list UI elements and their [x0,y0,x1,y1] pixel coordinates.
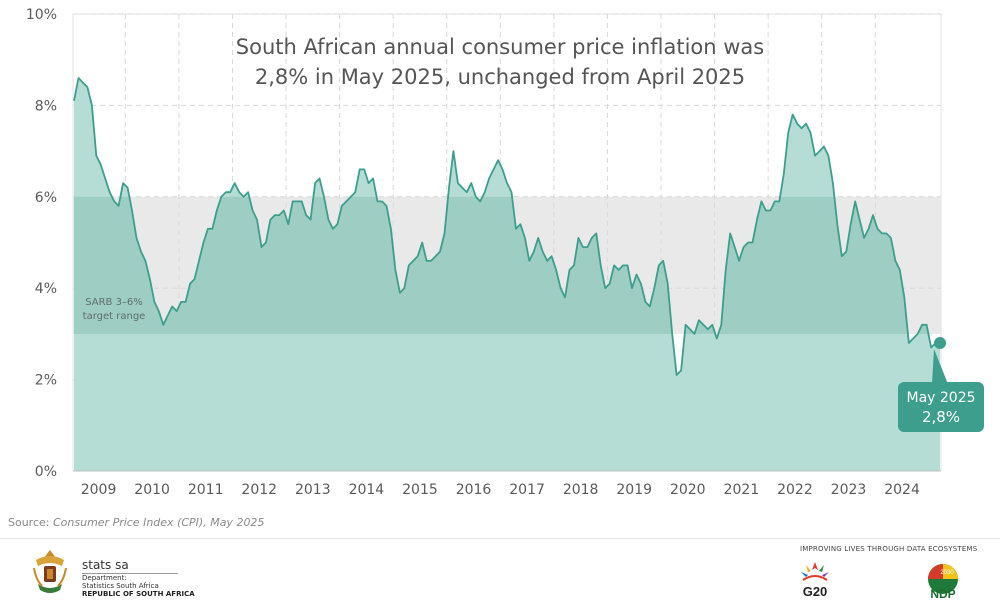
callout-date: May 2025 [906,390,975,406]
x-axis-ticks: 2009 2010 2011 2012 2013 2014 2015 2016 2017 2018… [81,482,920,498]
latest-value-callout: May 2025 2,8% [898,337,984,432]
x-tick-label: 2011 [188,482,224,498]
y-tick-label: 0% [35,464,57,480]
brand-department: Department: [82,574,127,582]
x-tick-label: 2023 [831,482,867,498]
coat-of-arms-logo [33,550,67,593]
callout-value: 2,8% [922,408,960,426]
x-tick-label: 2014 [349,482,385,498]
x-tick-label: 2012 [241,482,277,498]
tagline: IMPROVING LIVES THROUGH DATA ECOSYSTEMS [800,545,978,553]
cpi-line [73,77,940,376]
y-axis-ticks: 0% 2% 4% 6% 8% 10% [26,7,57,480]
y-tick-label: 6% [35,190,57,206]
x-tick-label: 2022 [777,482,813,498]
callout-pointer [932,349,948,384]
g20-logo: G20 [801,562,829,599]
x-tick-label: 2024 [884,482,920,498]
chart-title-line-1: South African annual consumer price infl… [236,35,764,59]
chart-title-line-2: 2,8% in May 2025, unchanged from April 2… [255,65,745,89]
latest-point-marker [934,337,946,350]
ndp-year: 2030 [940,570,954,576]
brand-name: stats sa [82,558,178,574]
x-tick-label: 2016 [456,482,492,498]
y-tick-label: 8% [35,98,57,114]
stats-sa-brand: stats sa Department: Statistics South Af… [82,558,195,599]
x-tick-label: 2017 [509,482,545,498]
x-tick-label: 2015 [402,482,438,498]
x-tick-label: 2013 [295,482,331,498]
brand-country: REPUBLIC OF SOUTH AFRICA [82,590,195,598]
source-prefix: Source: [8,516,53,529]
callout-box [898,382,984,432]
ndp-2030-logo: 2030 NDP [928,564,958,600]
y-tick-label: 2% [35,373,57,389]
target-range-overlap [74,196,940,334]
source-note: Source: Consumer Price Index (CPI), May … [8,516,264,529]
x-tick-label: 2021 [724,482,760,498]
y-tick-label: 10% [26,7,57,23]
target-range-label-line-2: target range [83,311,146,322]
source-text: Consumer Price Index (CPI), May 2025 [52,516,265,529]
g20-label: G20 [803,584,828,599]
cpi-chart: 0%2%4%6%8%10% 2009 2010 2011 2012 2013 2014 20… [26,7,984,498]
x-tick-label: 2019 [616,482,652,498]
x-tick-label: 2020 [670,482,706,498]
footer-divider [0,538,1000,539]
brand-agency: Statistics South Africa [82,582,159,590]
x-tick-label: 2010 [134,482,170,498]
ndp-label: NDP [930,587,955,600]
x-tick-label: 2018 [563,482,599,498]
x-tick-label: 2009 [81,482,117,498]
target-range-label-line-1: SARB 3–6% [85,297,143,308]
y-tick-label: 4% [35,281,57,297]
